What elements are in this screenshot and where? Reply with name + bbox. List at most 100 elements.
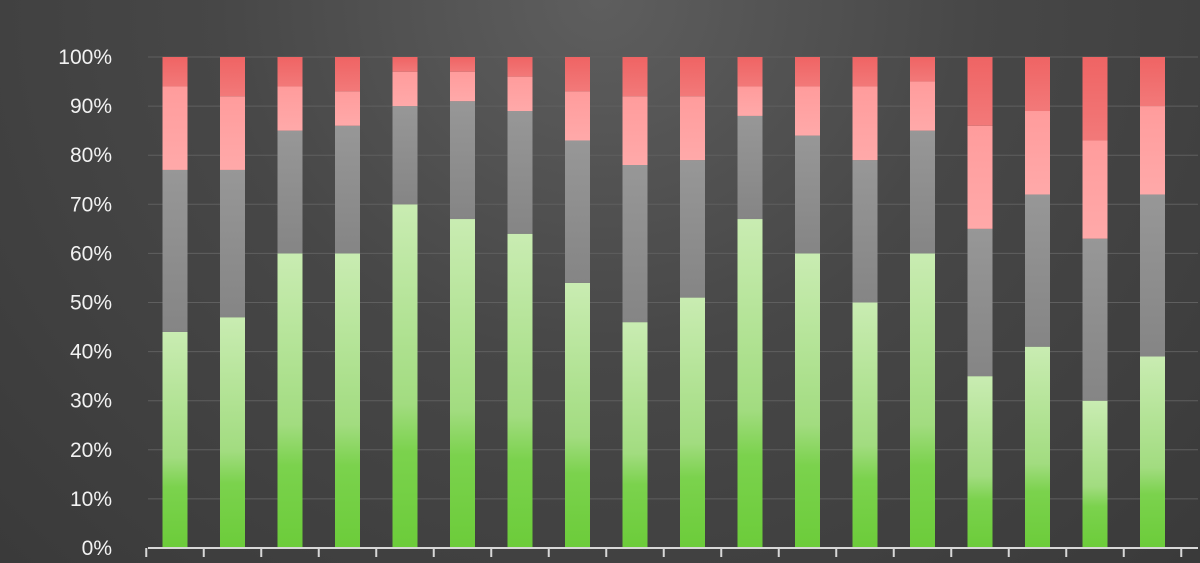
gray-segment xyxy=(392,106,418,205)
bar-stack xyxy=(277,57,303,548)
bar-stack xyxy=(220,57,245,548)
bar-stack xyxy=(392,57,418,549)
green-segment xyxy=(335,253,360,548)
red-segment xyxy=(1025,57,1050,112)
light-red-segment xyxy=(622,96,648,166)
red-segment xyxy=(1082,57,1108,141)
green-segment xyxy=(967,376,993,548)
light-red-segment xyxy=(1082,140,1108,239)
bar-stack xyxy=(450,57,475,548)
bar-stack xyxy=(795,57,820,548)
red-segment xyxy=(737,57,763,87)
gray-segment xyxy=(680,160,705,298)
green-segment xyxy=(737,219,763,548)
light-red-segment xyxy=(450,71,475,102)
bar-stack xyxy=(737,57,763,548)
bar-stack xyxy=(1025,57,1050,548)
bar-stack xyxy=(507,57,533,548)
y-tick-label: 0% xyxy=(82,537,112,560)
y-tick-label: 80% xyxy=(70,144,112,167)
green-segment xyxy=(220,317,245,548)
light-red-segment xyxy=(910,81,935,131)
green-segment xyxy=(680,297,705,548)
bar-stack xyxy=(680,57,705,548)
y-axis-tick-labels: 0% 10% 20% 30% 40% 50% 60% 70% 80% 90% 100% xyxy=(58,46,112,560)
red-segment xyxy=(852,57,878,87)
green-segment xyxy=(795,253,820,548)
red-segment xyxy=(220,57,245,97)
light-red-segment xyxy=(795,86,820,136)
light-red-segment xyxy=(1140,106,1165,195)
gray-segment xyxy=(795,135,820,254)
red-segment xyxy=(910,57,935,82)
y-tick-label: 40% xyxy=(70,341,112,364)
red-segment xyxy=(507,57,533,77)
bars xyxy=(162,57,1165,549)
red-segment xyxy=(967,57,993,126)
gray-segment xyxy=(967,228,993,377)
bar-stack xyxy=(852,57,878,548)
light-red-segment xyxy=(335,91,360,126)
gray-segment xyxy=(910,130,935,254)
green-segment xyxy=(450,219,475,548)
light-red-segment xyxy=(967,125,993,229)
bar-stack xyxy=(910,57,935,548)
light-red-segment xyxy=(507,76,533,112)
y-tick-label: 100% xyxy=(58,46,112,69)
gray-segment xyxy=(1140,194,1165,357)
gray-segment xyxy=(1025,194,1050,347)
bar-stack xyxy=(335,57,360,548)
green-segment xyxy=(622,322,648,548)
y-tick-label: 30% xyxy=(70,390,112,413)
light-red-segment xyxy=(565,91,590,141)
y-tick-label: 50% xyxy=(70,292,112,315)
red-segment xyxy=(335,57,360,92)
green-segment xyxy=(910,253,935,548)
light-red-segment xyxy=(680,96,705,161)
red-segment xyxy=(565,57,590,92)
y-tick-label: 60% xyxy=(70,242,112,265)
gray-segment xyxy=(622,165,648,323)
light-red-segment xyxy=(392,71,418,107)
bar-stack xyxy=(967,57,993,548)
bar-stack xyxy=(1082,57,1108,548)
green-segment xyxy=(507,233,533,548)
bar-stack xyxy=(1140,57,1165,548)
red-segment xyxy=(680,57,705,97)
y-tick-label: 20% xyxy=(70,439,112,462)
gray-segment xyxy=(450,101,475,220)
red-segment xyxy=(162,57,188,87)
red-segment xyxy=(622,57,648,97)
bar-stack xyxy=(565,57,590,548)
gridlines xyxy=(148,56,1198,500)
green-segment xyxy=(852,302,878,548)
green-segment xyxy=(277,253,303,548)
gray-segment xyxy=(565,140,590,283)
gray-segment xyxy=(1082,238,1108,401)
bar-stack xyxy=(162,57,188,548)
y-tick-label: 90% xyxy=(70,95,112,118)
gray-segment xyxy=(277,130,303,254)
gray-segment xyxy=(162,169,188,332)
red-segment xyxy=(392,57,418,72)
green-segment xyxy=(162,331,188,548)
bar-stack xyxy=(622,57,648,548)
gray-segment xyxy=(507,111,533,234)
green-segment xyxy=(392,204,418,549)
gray-segment xyxy=(737,115,763,220)
light-red-segment xyxy=(852,86,878,161)
y-tick-label: 70% xyxy=(70,193,112,216)
gray-segment xyxy=(335,125,360,254)
green-segment xyxy=(1082,400,1108,548)
red-segment xyxy=(1140,57,1165,107)
light-red-segment xyxy=(277,86,303,131)
red-segment xyxy=(277,57,303,87)
gray-segment xyxy=(220,169,245,318)
light-red-segment xyxy=(220,96,245,170)
light-red-segment xyxy=(1025,111,1050,195)
green-segment xyxy=(1140,356,1165,548)
green-segment xyxy=(1025,346,1050,548)
red-segment xyxy=(450,57,475,72)
red-segment xyxy=(795,57,820,87)
